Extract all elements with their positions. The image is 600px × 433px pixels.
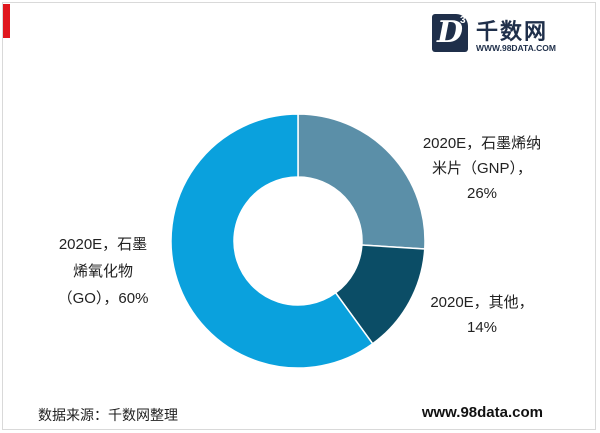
brand-logo: D 3 千数网 WWW.98DATA.COM (432, 14, 592, 56)
label-go-line: 2020E，石墨 (59, 236, 147, 253)
label-other-line: 2020E，其他， (430, 294, 533, 311)
website-url: www.98data.com (421, 404, 543, 421)
logo-name: 千数网 (476, 19, 549, 44)
d3-logo-icon: D (432, 14, 468, 52)
source-note: 数据来源：千数网整理 (38, 407, 178, 423)
label-other: 2020E，其他， 14% (430, 294, 533, 336)
label-other-line: 14% (467, 319, 497, 336)
logo-superscript: 3 (460, 15, 466, 26)
slice-gnp (297, 113, 426, 250)
label-go: 2020E，石墨烯氧化物 （GO），60% (58, 236, 149, 307)
label-gnp-line: 2020E，石墨烯纳 (423, 135, 541, 152)
label-gnp-line: 米片（GNP）， (432, 160, 532, 177)
red-accent-bar (3, 4, 10, 38)
logo-url: WWW.98DATA.COM (476, 43, 556, 53)
label-go-line: 烯氧化物 (73, 263, 133, 280)
label-gnp: 2020E，石墨烯纳米片（GNP）， 26% (423, 135, 541, 202)
label-gnp-line: 26% (467, 185, 497, 202)
slice-go (170, 113, 374, 369)
label-go-line: （GO），60% (58, 290, 149, 307)
